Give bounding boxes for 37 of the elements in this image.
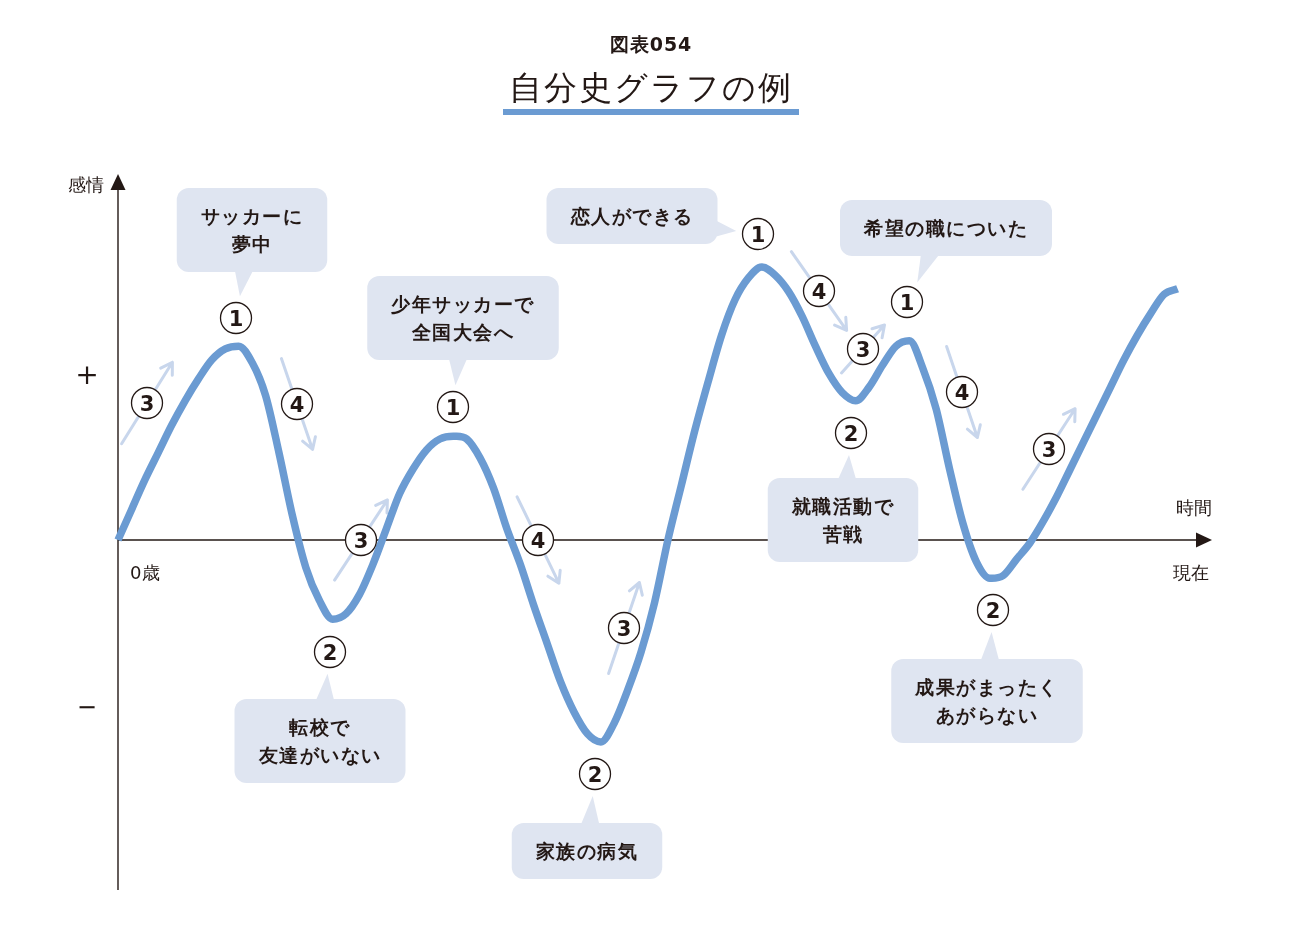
annotation: 3	[139, 391, 155, 416]
x-tick-label: 0歳	[130, 562, 160, 583]
callout: 希望の職についた	[840, 200, 1052, 283]
text: －	[70, 685, 104, 725]
annotation: 1	[899, 290, 915, 315]
annotation: 3	[616, 616, 632, 641]
text: 2	[587, 762, 603, 787]
callout: 少年サッカーで全国大会へ	[367, 276, 559, 386]
annotation: 2	[843, 421, 859, 446]
subtitle: 図表054	[609, 33, 693, 55]
callout: サッカーに夢中	[176, 188, 328, 297]
x-axis-title: 時間	[1176, 497, 1212, 518]
text: 1	[750, 222, 766, 247]
callout: 家族の病気	[511, 795, 663, 879]
title: 自分史グラフの例	[509, 68, 793, 107]
annotation: 1	[228, 306, 244, 331]
callout: 恋人ができる	[546, 188, 737, 244]
callout: 就職活動で苦戦	[767, 454, 919, 562]
annotation: 転校で友達がいない	[257, 716, 382, 766]
annotation: 3	[353, 528, 369, 553]
callout: 転校で友達がいない	[234, 673, 406, 783]
annotation: 4	[954, 380, 970, 405]
annotation: 2	[985, 598, 1001, 623]
y-axis-title: 感情	[68, 174, 104, 195]
annotation: 3	[1041, 437, 1057, 462]
annotation: 4	[530, 528, 546, 553]
annotation: 3	[855, 337, 871, 362]
text: ＋	[70, 353, 104, 393]
annotation: 成果がまったくあがらない	[914, 676, 1059, 726]
callout: 成果がまったくあがらない	[891, 631, 1083, 743]
annotation: 1	[445, 395, 461, 420]
annotation: 少年サッカーで全国大会へ	[391, 293, 535, 343]
x-tick-label: 現在	[1173, 562, 1209, 583]
annotation: 就職活動で苦戦	[790, 495, 895, 545]
annotation: 2	[322, 640, 338, 665]
annotation: 4	[289, 392, 305, 417]
annotation: 4	[811, 279, 827, 304]
